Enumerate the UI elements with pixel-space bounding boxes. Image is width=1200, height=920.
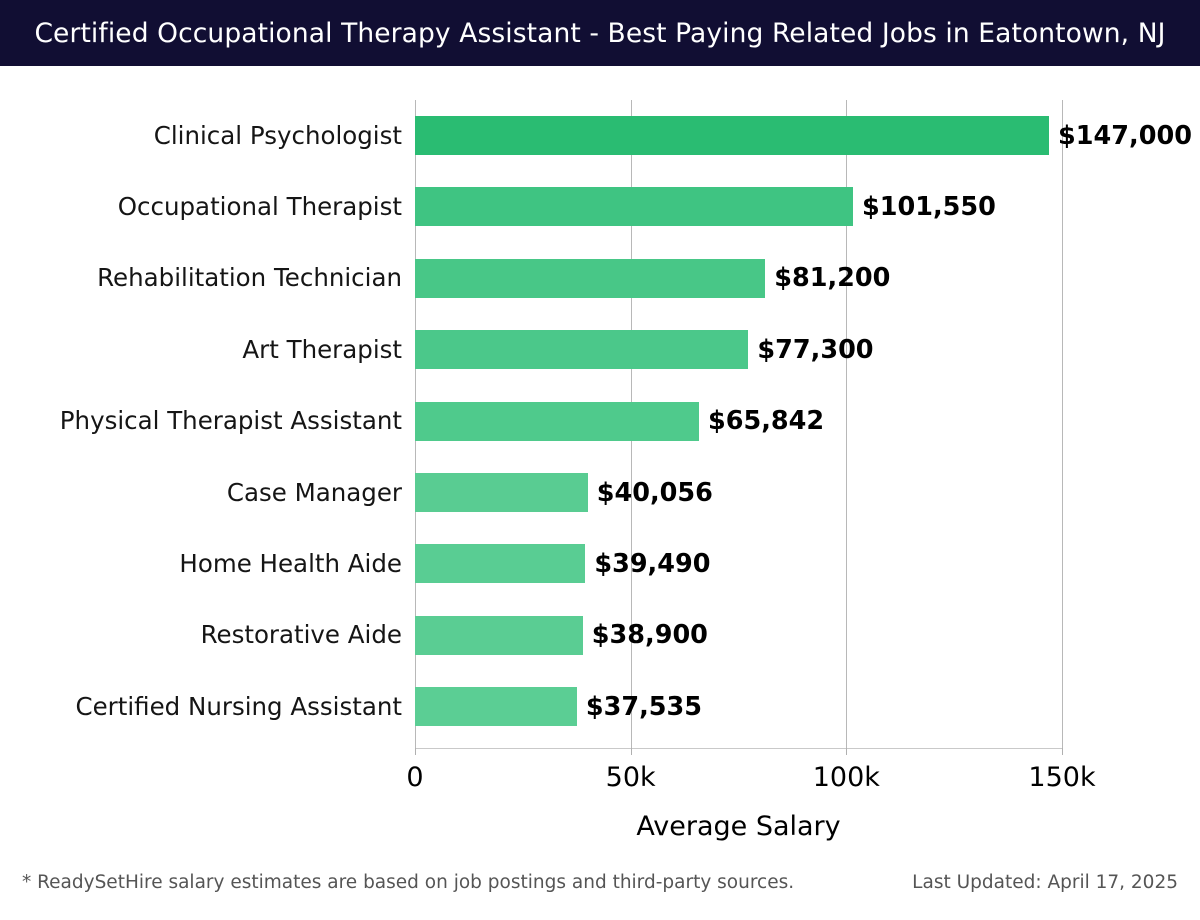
bar-row[interactable]: $77,300	[415, 330, 1062, 370]
bar-value-label: $37,535	[585, 691, 703, 722]
bar[interactable]	[415, 187, 854, 227]
category-label: Rehabilitation Technician	[97, 263, 402, 293]
x-tick	[630, 748, 632, 755]
x-axis-line	[415, 748, 1062, 749]
plot-area: 0 50k 100k 150k $147,000 $101,550 $81,200 $77,…	[406, 100, 1192, 793]
bar[interactable]	[415, 615, 583, 655]
category-label: Certified Nursing Assistant	[75, 691, 403, 721]
bar-value-label: $77,300	[757, 334, 874, 365]
category-label: Restorative Aide	[200, 620, 402, 650]
bar-value-label: $101,550	[862, 191, 996, 222]
bar-value-label: $40,056	[596, 477, 713, 508]
footer: * ReadySetHire salary estimates are base…	[0, 872, 1200, 920]
footer-disclaimer: * ReadySetHire salary estimates are base…	[22, 872, 795, 893]
x-tick-label: 0	[406, 762, 424, 793]
bar[interactable]	[415, 116, 1050, 155]
x-tick	[415, 748, 416, 755]
bar-row[interactable]: $81,200	[415, 258, 1062, 298]
bar-value-label: $38,900	[591, 620, 708, 651]
bar[interactable]	[415, 687, 577, 727]
x-tick-label: 50k	[605, 762, 656, 793]
gridline	[846, 100, 848, 748]
bar[interactable]	[415, 544, 586, 584]
bar-row[interactable]: $39,490	[415, 544, 1062, 584]
x-axis-title: Average Salary	[636, 811, 841, 842]
bar[interactable]	[415, 258, 766, 298]
bar-value-label: $81,200	[774, 263, 891, 294]
x-tick	[1062, 748, 1063, 755]
bar-value-label: $65,842	[707, 406, 825, 437]
bar-value-label: $147,000	[1058, 120, 1192, 151]
bar-row[interactable]: $65,842	[415, 401, 1062, 441]
bar-row[interactable]: $147,000	[415, 116, 1192, 155]
category-label: Case Manager	[226, 477, 402, 507]
bar-row[interactable]: $38,900	[415, 615, 1062, 655]
bar-row[interactable]: $37,535	[415, 687, 1062, 727]
footer-last-updated: Last Updated: April 17, 2025	[912, 872, 1178, 893]
x-tick	[846, 748, 848, 755]
bar-chart: 0 50k 100k 150k $147,000 $101,550 $81,200 $77,…	[0, 66, 1200, 856]
bar[interactable]	[415, 330, 749, 370]
page-title: Certified Occupational Therapy Assistant…	[34, 17, 1166, 49]
gridline	[1062, 100, 1063, 748]
bar-row[interactable]: $101,550	[415, 187, 1062, 227]
category-label: Physical Therapist Assistant	[59, 406, 402, 436]
category-label: Clinical Psychologist	[153, 120, 402, 150]
x-tick-label: 100k	[812, 762, 880, 793]
category-label: Home Health Aide	[179, 548, 402, 578]
bar-row[interactable]: $40,056	[415, 473, 1062, 512]
x-tick-label: 150k	[1028, 762, 1096, 793]
bar-value-label: $39,490	[594, 548, 711, 579]
header-bar: Certified Occupational Therapy Assistant…	[0, 0, 1200, 66]
category-label: Occupational Therapist	[117, 191, 402, 221]
bar[interactable]	[415, 401, 699, 441]
category-label: Art Therapist	[242, 334, 402, 364]
bar[interactable]	[415, 473, 588, 512]
